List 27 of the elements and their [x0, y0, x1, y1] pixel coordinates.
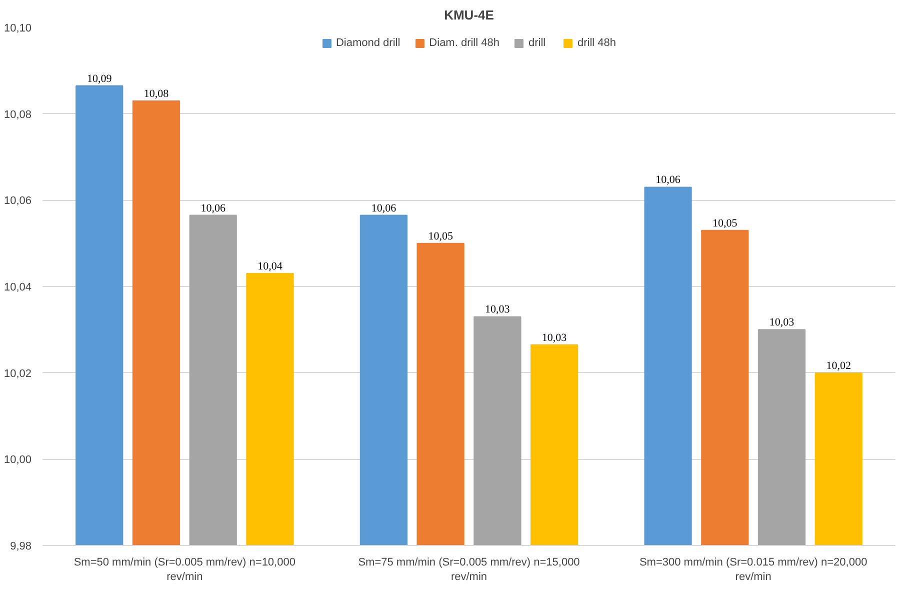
data-label: 10,04 — [258, 260, 283, 273]
y-tick-label: 10,00 — [4, 454, 32, 466]
data-label: 10,06 — [371, 202, 397, 214]
legend-label: Diamond drill — [336, 37, 400, 49]
data-label: 10,03 — [542, 332, 568, 344]
legend-label: drill — [528, 37, 547, 49]
legend-label: drill 48h — [577, 37, 616, 49]
data-label: 10,09 — [86, 72, 112, 85]
x-tick-label: Sm=300 mm/min (Sr=0.015 mm/rev) n=20,000 rev/min — [639, 556, 868, 583]
y-tick-label: 9,98 — [10, 540, 32, 552]
data-label: 10,03 — [769, 316, 795, 329]
x-tick-label: Sm=50 mm/min (Sr=0.005 mm/rev) n=10,000 rev/min — [74, 556, 296, 583]
data-label: 10,06 — [200, 202, 226, 214]
y-tick-label: 10,02 — [4, 368, 32, 380]
data-label: 10,06 — [656, 174, 681, 186]
legend-label: Diam. drill 48h — [429, 37, 500, 49]
data-label: 10,02 — [826, 360, 852, 372]
data-label: 10,03 — [485, 304, 510, 316]
data-label: 10,05 — [428, 230, 454, 242]
y-tick-label: 10,04 — [4, 282, 32, 294]
chart-title: KMU-4E — [444, 8, 494, 22]
y-tick-label: 10,08 — [4, 108, 32, 121]
y-tick-label: 10,06 — [4, 195, 32, 208]
y-tick-label: 10,10 — [4, 22, 32, 34]
data-label: 10,05 — [712, 217, 738, 230]
data-label: 10,08 — [144, 88, 170, 100]
x-tick-label: Sm=75 mm/min (Sr=0.005 mm/rev) n=15,000 rev/min — [358, 556, 580, 583]
